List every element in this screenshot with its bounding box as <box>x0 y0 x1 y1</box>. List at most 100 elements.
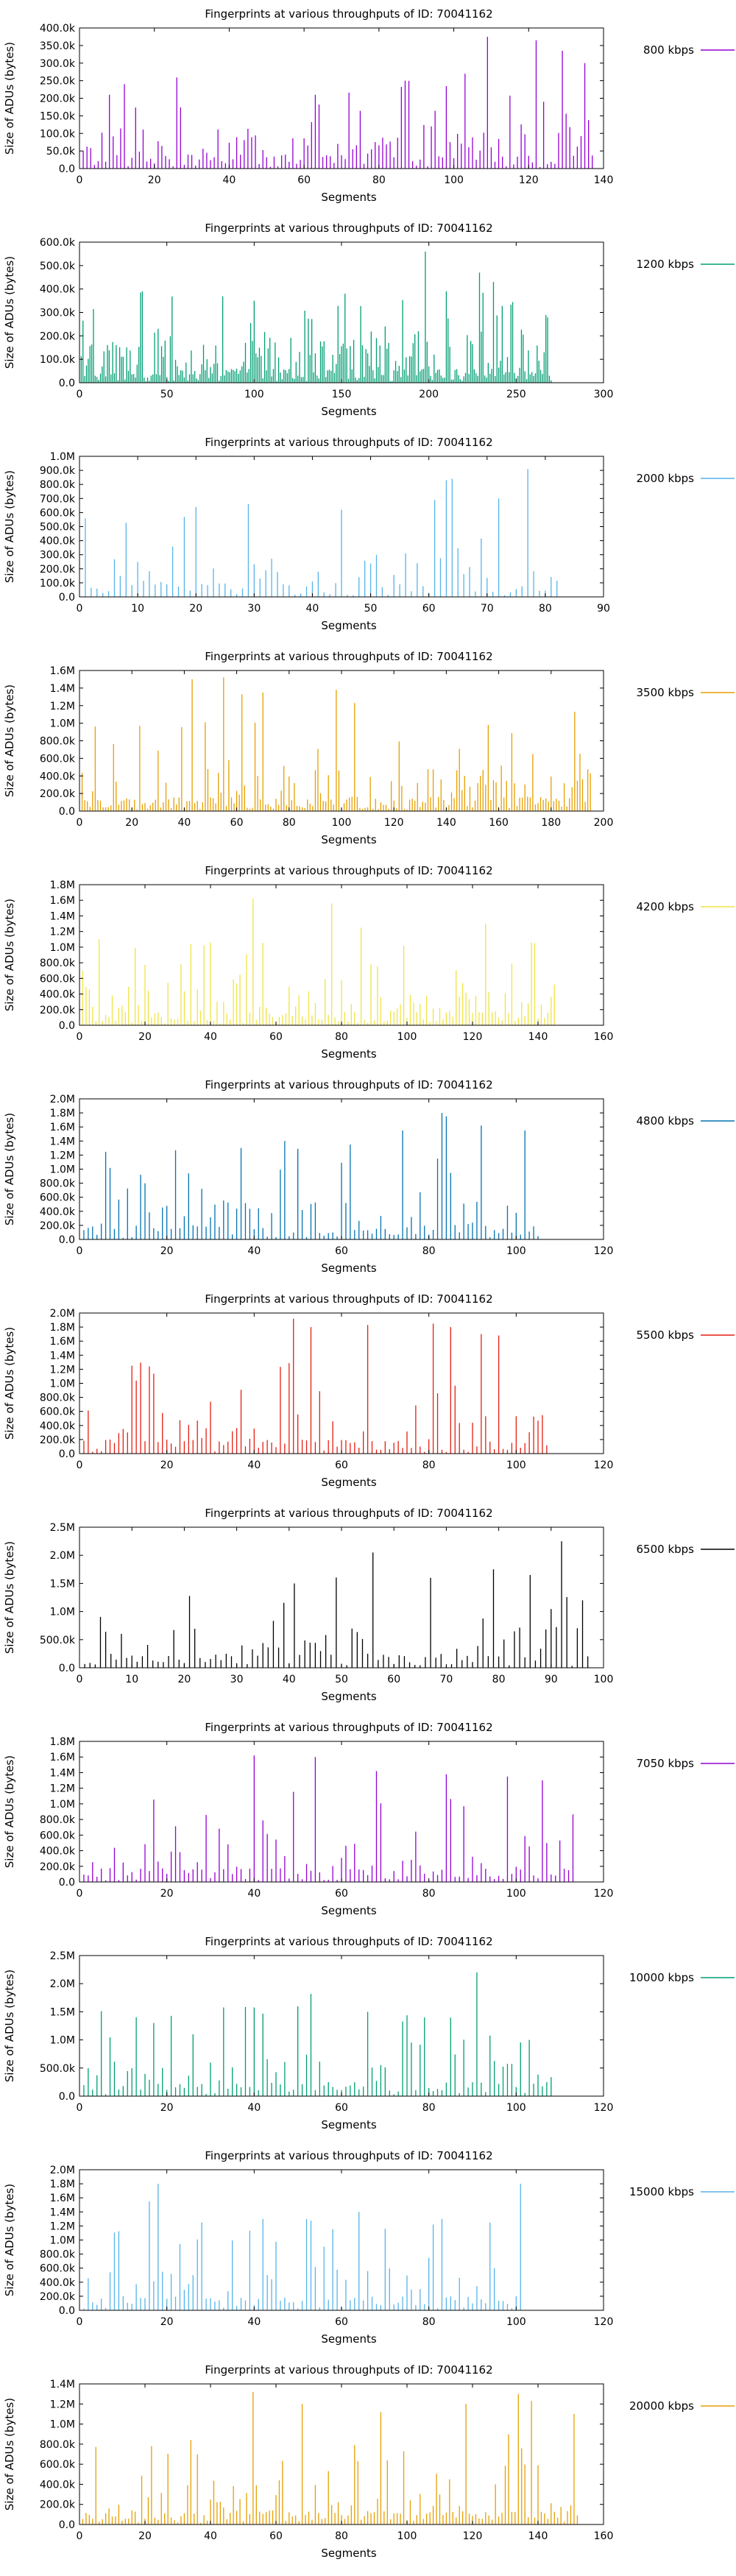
x-tick-label: 80 <box>335 2530 348 2542</box>
x-tick-label: 0 <box>77 817 83 829</box>
x-tick-label: 40 <box>306 603 319 615</box>
x-tick-label: 40 <box>247 2316 261 2328</box>
legend-label: 6500 kbps <box>637 1543 695 1556</box>
x-tick-label: 120 <box>594 1888 614 1900</box>
bars-group <box>82 899 555 1025</box>
x-tick-label: 50 <box>335 1674 348 1685</box>
x-tick-label: 100 <box>332 817 352 829</box>
y-axis-label: Size of ADUs (bytes) <box>3 1327 16 1440</box>
x-tick-label: 50 <box>160 389 174 400</box>
bars-group <box>80 251 552 383</box>
y-tick-label: 600.0k <box>40 753 76 765</box>
x-tick-label: 100 <box>397 1031 417 1043</box>
y-tick-label: 800.0k <box>40 2439 76 2451</box>
legend-label: 10000 kbps <box>629 1971 694 1984</box>
y-tick-label: 600.0k <box>40 507 76 519</box>
chart-svg: Fingerprints at various throughputs of I… <box>3 2149 735 2346</box>
chart-panel: Fingerprints at various throughputs of I… <box>0 428 736 643</box>
y-tick-label: 1.2M <box>50 2399 75 2410</box>
y-tick-label: 200.0k <box>40 1220 76 1232</box>
y-tick-label: 200.0k <box>40 1861 76 1873</box>
x-tick-label: 150 <box>332 389 352 400</box>
x-tick-label: 40 <box>223 174 236 186</box>
x-tick-label: 100 <box>506 1459 526 1471</box>
y-axis-label: Size of ADUs (bytes) <box>3 470 16 583</box>
x-tick-label: 50 <box>364 603 378 615</box>
x-axis-label: Segments <box>321 405 377 418</box>
y-tick-label: 0.0 <box>59 1663 75 1674</box>
y-tick-label: 1.4M <box>50 2379 75 2391</box>
x-tick-label: 250 <box>506 389 526 400</box>
x-tick-label: 60 <box>335 2102 348 2114</box>
x-tick-label: 40 <box>283 1674 296 1685</box>
x-tick-label: 0 <box>77 2530 83 2542</box>
x-tick-label: 0 <box>77 1888 83 1900</box>
chart-title: Fingerprints at various throughputs of I… <box>205 7 492 21</box>
y-tick-label: 1.8M <box>50 880 75 891</box>
x-tick-label: 0 <box>77 2316 83 2328</box>
x-tick-label: 40 <box>247 1888 261 1900</box>
chart-panel: Fingerprints at various throughputs of I… <box>0 1713 736 1928</box>
x-tick-label: 200 <box>594 817 614 829</box>
x-tick-label: 80 <box>422 1459 436 1471</box>
y-tick-label: 600.0k <box>40 1830 76 1841</box>
y-tick-label: 150.0k <box>40 110 76 122</box>
y-tick-label: 250.0k <box>40 76 76 88</box>
x-tick-label: 40 <box>177 817 191 829</box>
x-tick-label: 300 <box>594 389 614 400</box>
y-tick-label: 300.0k <box>40 308 76 319</box>
y-tick-label: 0.0 <box>59 2519 75 2531</box>
x-tick-label: 20 <box>160 1888 174 1900</box>
y-tick-label: 2.0M <box>50 1978 75 1990</box>
x-tick-label: 120 <box>463 1031 483 1043</box>
x-tick-label: 70 <box>439 1674 453 1685</box>
y-tick-label: 1.0M <box>50 1799 75 1811</box>
y-tick-label: 1.6M <box>50 1752 75 1763</box>
x-tick-label: 140 <box>436 817 456 829</box>
legend-label: 4800 kbps <box>637 1114 695 1128</box>
x-tick-label: 40 <box>247 1459 261 1471</box>
y-tick-label: 800.0k <box>40 1393 76 1404</box>
chart-title: Fingerprints at various throughputs of I… <box>205 650 492 663</box>
x-tick-label: 70 <box>481 603 494 615</box>
x-tick-label: 100 <box>506 2316 526 2328</box>
x-tick-label: 200 <box>419 389 439 400</box>
x-tick-label: 0 <box>77 2102 83 2114</box>
y-tick-label: 2.5M <box>50 1950 75 1962</box>
y-tick-label: 1.0M <box>50 451 75 463</box>
y-tick-label: 600.0k <box>40 973 76 985</box>
x-tick-label: 10 <box>125 1674 138 1685</box>
x-tick-label: 0 <box>77 1031 83 1043</box>
legend-label: 2000 kbps <box>637 472 695 485</box>
y-tick-label: 500.0k <box>40 522 76 534</box>
y-tick-label: 400.0k <box>40 1420 76 1432</box>
x-tick-label: 60 <box>269 1031 283 1043</box>
legend-label: 800 kbps <box>643 43 694 57</box>
x-tick-label: 0 <box>77 1245 83 1257</box>
y-tick-label: 400.0k <box>40 284 76 296</box>
x-tick-label: 0 <box>77 1674 83 1685</box>
y-tick-label: 1.2M <box>50 2221 75 2232</box>
x-tick-label: 20 <box>125 817 138 829</box>
y-tick-label: 0.0 <box>59 1877 75 1889</box>
x-tick-label: 120 <box>384 817 404 829</box>
y-tick-label: 1.4M <box>50 2207 75 2218</box>
bars-group <box>83 1972 552 2096</box>
bars-group <box>83 2184 521 2310</box>
x-tick-label: 10 <box>131 603 144 615</box>
y-tick-label: 1.0M <box>50 1164 75 1176</box>
y-axis-label: Size of ADUs (bytes) <box>3 1755 16 1868</box>
x-tick-label: 20 <box>160 2316 174 2328</box>
y-tick-label: 0.0 <box>59 806 75 818</box>
y-tick-label: 1.6M <box>50 1122 75 1133</box>
x-tick-label: 20 <box>189 603 202 615</box>
y-tick-label: 2.0M <box>50 1094 75 1105</box>
x-tick-label: 140 <box>528 2530 548 2542</box>
chart-title: Fingerprints at various throughputs of I… <box>205 436 492 449</box>
bars-group <box>82 2391 578 2524</box>
x-tick-label: 90 <box>545 1674 558 1685</box>
plot-frame <box>79 1526 604 1669</box>
y-tick-label: 50.0k <box>46 146 76 158</box>
y-tick-label: 1.2M <box>50 1364 75 1376</box>
y-tick-label: 1.2M <box>50 927 75 938</box>
